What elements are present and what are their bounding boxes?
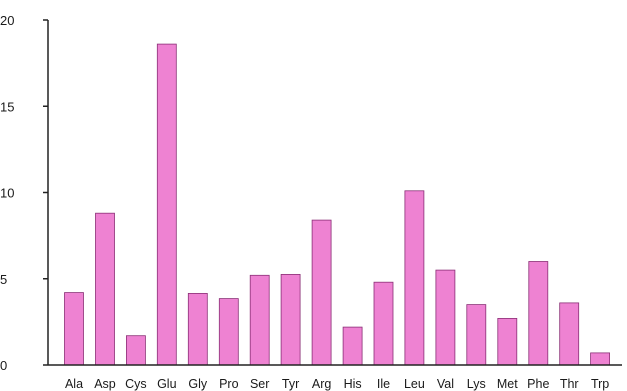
x-tick-label-trp: Trp [591, 377, 609, 391]
x-tick-label-phe: Phe [527, 377, 549, 391]
x-tick-label-ala: Ala [65, 377, 83, 391]
x-tick-label-thr: Thr [560, 377, 579, 391]
x-tick-label-gly: Gly [188, 377, 208, 391]
bar-thr [559, 302, 580, 366]
x-tick-label-pro: Pro [219, 377, 239, 391]
bars [64, 43, 610, 366]
x-tick-label-leu: Leu [404, 377, 425, 391]
y-tick-label: 20 [0, 13, 14, 28]
bar-phe [528, 261, 549, 366]
bar-tyr [280, 273, 301, 366]
y-tick-label: 0 [0, 358, 7, 373]
bar-met [497, 317, 518, 366]
bar-ser [249, 274, 270, 366]
bar-gly [187, 292, 208, 366]
y-tick-label: 5 [0, 272, 7, 287]
bar-asp [95, 212, 115, 366]
x-tick-label-asp: Asp [94, 377, 116, 391]
x-tick-label-ile: Ile [377, 377, 390, 391]
bar-arg [311, 219, 332, 366]
bar-ile [373, 281, 394, 366]
x-tick-label-tyr: Tyr [282, 377, 299, 391]
x-tick-label-ser: Ser [250, 377, 269, 391]
bar-glu [156, 43, 177, 366]
bar-trp [590, 352, 610, 366]
x-tick-label-lys: Lys [467, 377, 486, 391]
x-tick-label-glu: Glu [157, 377, 177, 391]
bar-cys [126, 335, 146, 366]
x-axis-labels: Ala Asp Cys Glu Gly Pro Ser Tyr Arg His Ile Leu Val L… [65, 377, 609, 391]
bar-lys [466, 304, 487, 366]
bar-ala [64, 292, 84, 366]
bar-val [435, 269, 456, 366]
y-axis-ticks: 0 5 10 15 20 [0, 13, 48, 373]
x-tick-label-val: Val [437, 377, 454, 391]
x-tick-label-met: Met [497, 377, 518, 391]
x-tick-label-cys: Cys [125, 377, 147, 391]
x-tick-label-his: His [344, 377, 362, 391]
bar-pro [218, 298, 239, 366]
y-tick-label: 15 [0, 99, 14, 114]
bar-his [342, 326, 363, 366]
bar-leu [404, 190, 425, 366]
y-tick-label: 10 [0, 186, 14, 201]
x-tick-label-arg: Arg [312, 377, 332, 391]
